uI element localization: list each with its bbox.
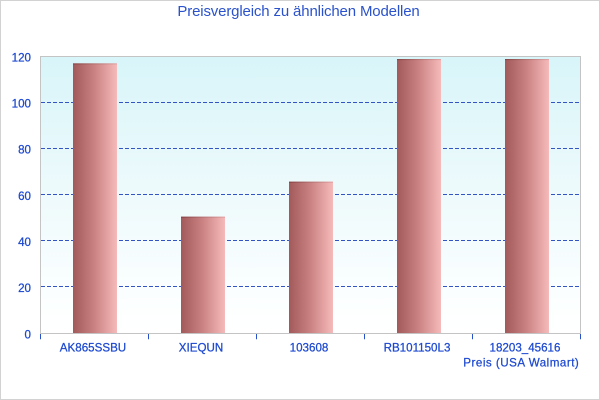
svg-text:80: 80 [18,144,31,157]
svg-text:Preisvergleich zu ähnlichen Mo: Preisvergleich zu ähnlichen Modellen [177,3,419,20]
svg-text:0: 0 [25,328,31,341]
svg-text:20: 20 [18,282,31,295]
svg-text:RB101150L3: RB101150L3 [384,342,451,355]
svg-text:XIEQUN: XIEQUN [179,342,223,355]
svg-text:AK865SSBU: AK865SSBU [60,342,126,355]
svg-text:103608: 103608 [290,342,329,355]
svg-text:Preis (USA Walmart): Preis (USA Walmart) [463,357,579,370]
svg-text:18203_45616: 18203_45616 [490,342,561,355]
svg-text:60: 60 [18,190,31,203]
svg-text:120: 120 [12,51,31,64]
svg-text:100: 100 [12,98,31,111]
svg-text:40: 40 [18,236,31,249]
